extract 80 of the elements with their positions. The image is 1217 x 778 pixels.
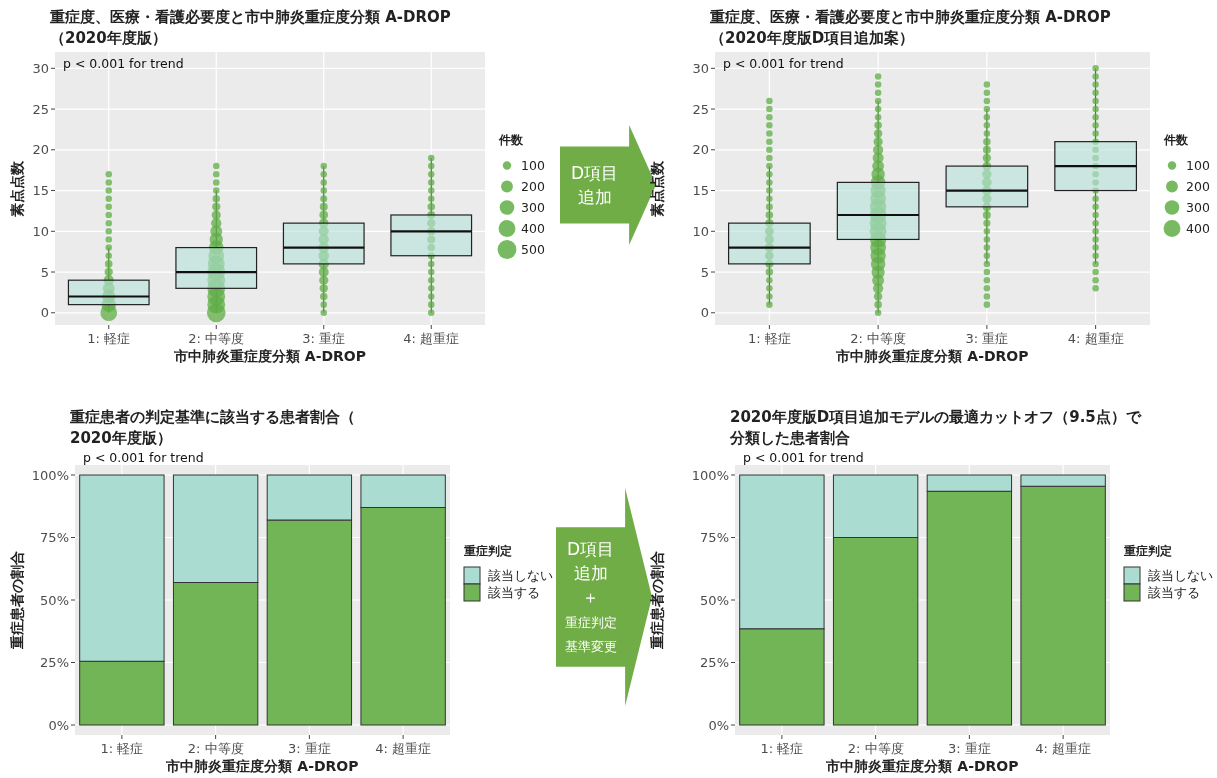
legend-label: 200 (521, 179, 545, 194)
x-tick-label: 2: 中等度 (847, 741, 904, 756)
x-axis-title: 市中肺炎重症度分類 A-DROP (835, 348, 1029, 364)
legend-label: 該当しない (1148, 568, 1213, 583)
y-tick-label: 75% (700, 530, 729, 545)
y-tick-label: 100% (691, 467, 729, 483)
y-tick-label: 75% (40, 530, 69, 545)
y-tick-label: 15 (32, 183, 49, 199)
x-tick-label: 2: 中等度 (188, 331, 245, 346)
text: ＋ (582, 587, 600, 607)
legend-label: 300 (1186, 200, 1210, 215)
y-axis-title: 重症患者の割合 (9, 551, 25, 650)
y-tick-label: 5 (700, 264, 709, 280)
y-tick-label: 100% (31, 467, 69, 483)
y-tick-label: 25% (700, 655, 729, 670)
legend-label: 該当しない (488, 568, 553, 583)
annotation: p < 0.001 for trend (743, 450, 864, 465)
legend-title: 件数 (498, 132, 524, 147)
title: 重症度、医療・看護必要度と市中肺炎重症度分類 A-DROP（2020年度版D項目追加案） (710, 8, 1111, 47)
legend-label: 500 (521, 242, 545, 257)
y-tick-label: 30 (32, 60, 49, 76)
y-tick-label: 20 (32, 142, 49, 158)
legend-title: 件数 (1163, 132, 1189, 147)
x-tick-label: 4: 超重症 (375, 741, 432, 756)
x-axis-title: 市中肺炎重症度分類 A-DROP (165, 758, 359, 774)
y-tick-label: 10 (692, 223, 709, 239)
legend-label: 200 (1186, 179, 1210, 194)
text: 重症判定 (564, 615, 617, 630)
annotation: p < 0.001 for trend (723, 56, 844, 71)
legend-label: 該当する (1148, 585, 1200, 600)
x-tick-label: 3: 重症 (947, 741, 991, 756)
legend-label: 該当する (488, 585, 540, 600)
x-tick-label: 4: 超重症 (403, 331, 460, 346)
legend-title: 重症判定 (1123, 544, 1172, 558)
text: D項目 (571, 163, 619, 183)
x-tick-label: 4: 超重症 (1067, 331, 1124, 346)
x-tick-label: 1: 軽症 (100, 741, 144, 756)
y-tick-label: 25 (692, 101, 709, 117)
legend-label: 400 (1186, 221, 1210, 236)
legend-label: 400 (521, 221, 545, 236)
text: D項目 (567, 539, 615, 559)
y-tick-label: 0 (40, 305, 49, 321)
y-tick-label: 20 (692, 142, 709, 158)
annotation: p < 0.001 for trend (83, 450, 204, 465)
title: 重症患者の判定基準に該当する患者割合（2020年度版） (70, 408, 355, 447)
legend-label: 100 (521, 158, 545, 173)
legend-title: 重症判定 (463, 544, 512, 558)
x-tick-label: 1: 軽症 (747, 331, 791, 346)
x-tick-label: 1: 軽症 (87, 331, 131, 346)
y-tick-label: 0% (48, 717, 69, 733)
y-tick-label: 5 (40, 264, 49, 280)
title: 重症度、医療・看護必要度と市中肺炎重症度分類 A-DROP（2020年度版） (50, 8, 451, 47)
text: 基準変更 (564, 639, 617, 654)
x-tick-label: 2: 中等度 (850, 331, 907, 346)
annotation: p < 0.001 for trend (63, 56, 184, 71)
y-tick-label: 0 (700, 305, 709, 321)
y-tick-label: 30 (692, 60, 709, 76)
x-tick-label: 2: 中等度 (187, 741, 244, 756)
x-tick-label: 4: 超重症 (1035, 741, 1092, 756)
y-tick-label: 50% (700, 592, 729, 608)
legend-label: 100 (1186, 158, 1210, 173)
x-tick-label: 3: 重症 (302, 331, 346, 346)
text: 追加 (577, 187, 612, 207)
y-axis-title: 素点点数 (649, 159, 665, 217)
text: 追加 (573, 563, 608, 583)
y-tick-label: 15 (692, 183, 709, 199)
y-tick-label: 25 (32, 101, 49, 117)
y-tick-label: 10 (32, 223, 49, 239)
title: 2020年度版D項目追加モデルの最適カットオフ（9.5点）で分類した患者割合 (730, 408, 1141, 447)
y-tick-label: 0% (708, 717, 729, 733)
y-axis-title: 重症患者の割合 (649, 551, 665, 650)
y-axis-title: 素点点数 (9, 159, 25, 217)
x-tick-label: 1: 軽症 (760, 741, 804, 756)
y-tick-label: 25% (40, 655, 69, 670)
x-axis-title: 市中肺炎重症度分類 A-DROP (172, 348, 367, 364)
x-tick-label: 3: 重症 (287, 741, 331, 756)
x-axis-title: 市中肺炎重症度分類 A-DROP (825, 758, 1019, 774)
legend-label: 300 (521, 200, 545, 215)
x-tick-label: 3: 重症 (965, 331, 1009, 346)
y-tick-label: 50% (40, 592, 69, 608)
